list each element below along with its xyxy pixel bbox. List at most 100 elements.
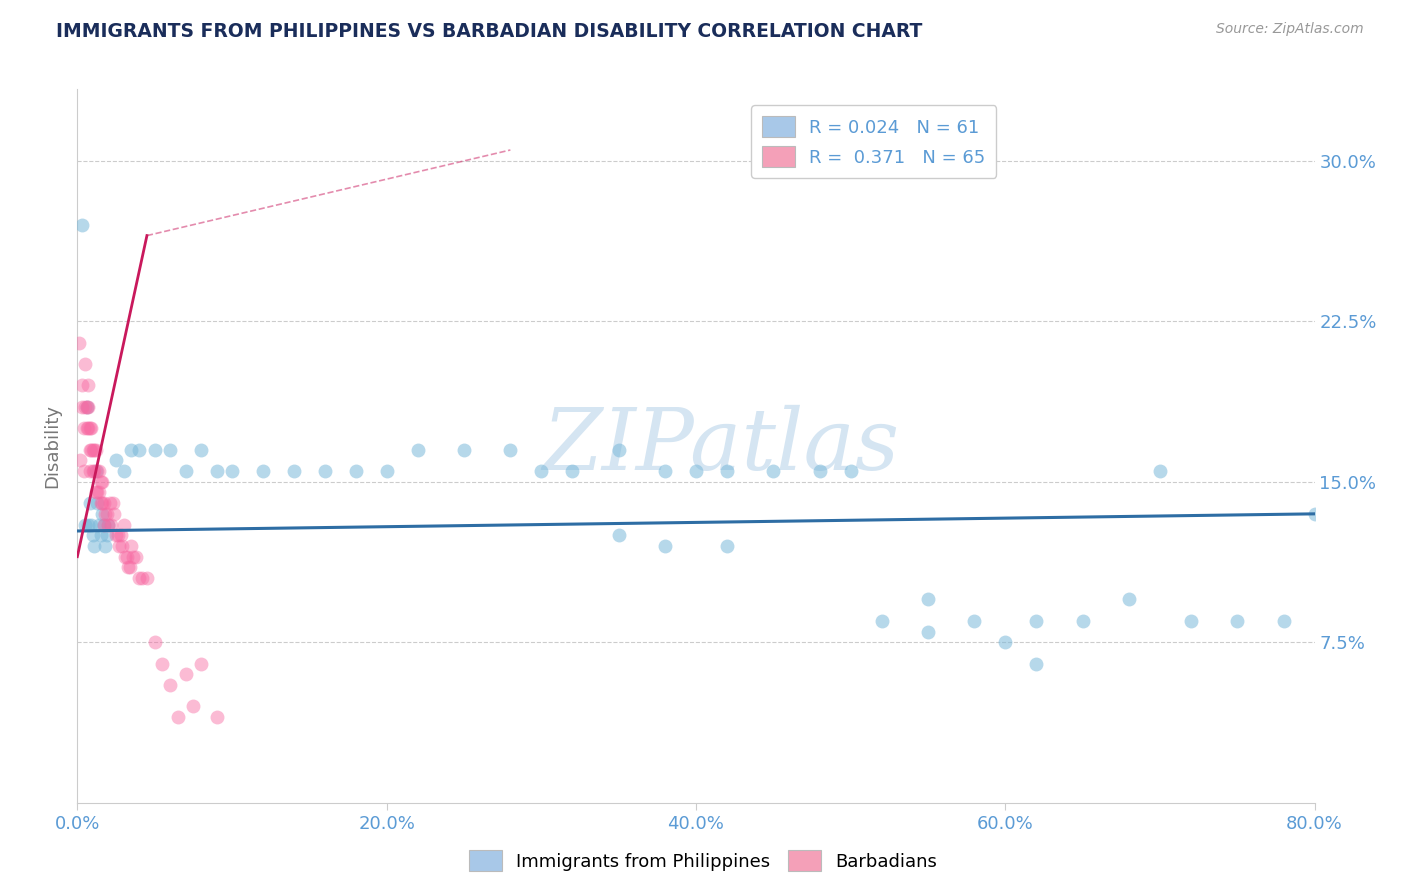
Point	[93, 496, 115, 510]
Point	[344, 464, 367, 478]
Point	[121, 442, 143, 457]
Point	[79, 496, 101, 510]
Point	[654, 539, 676, 553]
Point	[100, 517, 122, 532]
Point	[72, 421, 94, 435]
Text: IMMIGRANTS FROM PHILIPPINES VS BARBADIAN DISABILITY CORRELATION CHART: IMMIGRANTS FROM PHILIPPINES VS BARBADIAN…	[56, 22, 922, 41]
Point	[105, 528, 128, 542]
Point	[1272, 614, 1295, 628]
Point	[121, 539, 143, 553]
Text: ZIPatlas: ZIPatlas	[543, 405, 900, 487]
Point	[87, 517, 110, 532]
Point	[963, 614, 986, 628]
Point	[221, 464, 243, 478]
Point	[1025, 657, 1047, 671]
Point	[114, 549, 136, 564]
Point	[91, 507, 114, 521]
Point	[69, 453, 91, 467]
Point	[82, 464, 104, 478]
Point	[110, 528, 132, 542]
Point	[607, 528, 630, 542]
Point	[117, 560, 139, 574]
Text: Source: ZipAtlas.com: Source: ZipAtlas.com	[1216, 22, 1364, 37]
Point	[808, 464, 831, 478]
Point	[654, 464, 676, 478]
Point	[159, 442, 181, 457]
Point	[75, 517, 96, 532]
Point	[80, 421, 103, 435]
Point	[174, 464, 197, 478]
Point	[994, 635, 1017, 649]
Point	[76, 421, 98, 435]
Point	[82, 442, 104, 457]
Point	[87, 485, 110, 500]
Point	[112, 464, 135, 478]
Point	[762, 464, 785, 478]
Point	[122, 549, 145, 564]
Point	[94, 507, 117, 521]
Point	[83, 464, 105, 478]
Point	[205, 710, 228, 724]
Point	[96, 528, 118, 542]
Point	[143, 635, 166, 649]
Point	[1180, 614, 1202, 628]
Point	[79, 464, 101, 478]
Point	[93, 517, 115, 532]
Point	[1149, 464, 1171, 478]
Point	[125, 549, 148, 564]
Point	[84, 442, 107, 457]
Point	[499, 442, 522, 457]
Point	[75, 357, 96, 371]
Point	[80, 517, 103, 532]
Point	[105, 453, 128, 467]
Point	[561, 464, 583, 478]
Point	[70, 400, 93, 414]
Point	[103, 507, 125, 521]
Legend: R = 0.024   N = 61, R =  0.371   N = 65: R = 0.024 N = 61, R = 0.371 N = 65	[751, 105, 997, 178]
Point	[205, 464, 228, 478]
Point	[77, 517, 100, 532]
Point	[174, 667, 197, 681]
Point	[375, 464, 398, 478]
Point	[530, 464, 553, 478]
Point	[67, 335, 90, 350]
Point	[76, 400, 98, 414]
Point	[453, 442, 475, 457]
Point	[131, 571, 153, 585]
Point	[252, 464, 274, 478]
Point	[90, 528, 112, 542]
Point	[70, 378, 93, 392]
Point	[86, 485, 108, 500]
Point	[128, 442, 150, 457]
Point	[93, 517, 115, 532]
Point	[1303, 507, 1326, 521]
Point	[84, 485, 107, 500]
Point	[152, 657, 174, 671]
Point	[1071, 614, 1094, 628]
Point	[159, 678, 181, 692]
Point	[87, 464, 110, 478]
Point	[128, 571, 150, 585]
Point	[90, 496, 112, 510]
Point	[86, 464, 108, 478]
Point	[115, 549, 138, 564]
Point	[870, 614, 893, 628]
Point	[716, 539, 738, 553]
Point	[283, 464, 305, 478]
Point	[190, 657, 212, 671]
Point	[76, 400, 98, 414]
Point	[90, 475, 112, 489]
Point	[1025, 614, 1047, 628]
Point	[80, 442, 103, 457]
Point	[118, 560, 141, 574]
Point	[94, 539, 117, 553]
Point	[685, 464, 707, 478]
Point	[86, 496, 108, 510]
Point	[136, 571, 159, 585]
Point	[83, 539, 105, 553]
Point	[84, 464, 107, 478]
Point	[79, 421, 101, 435]
Point	[108, 539, 131, 553]
Point	[716, 464, 738, 478]
Point	[143, 442, 166, 457]
